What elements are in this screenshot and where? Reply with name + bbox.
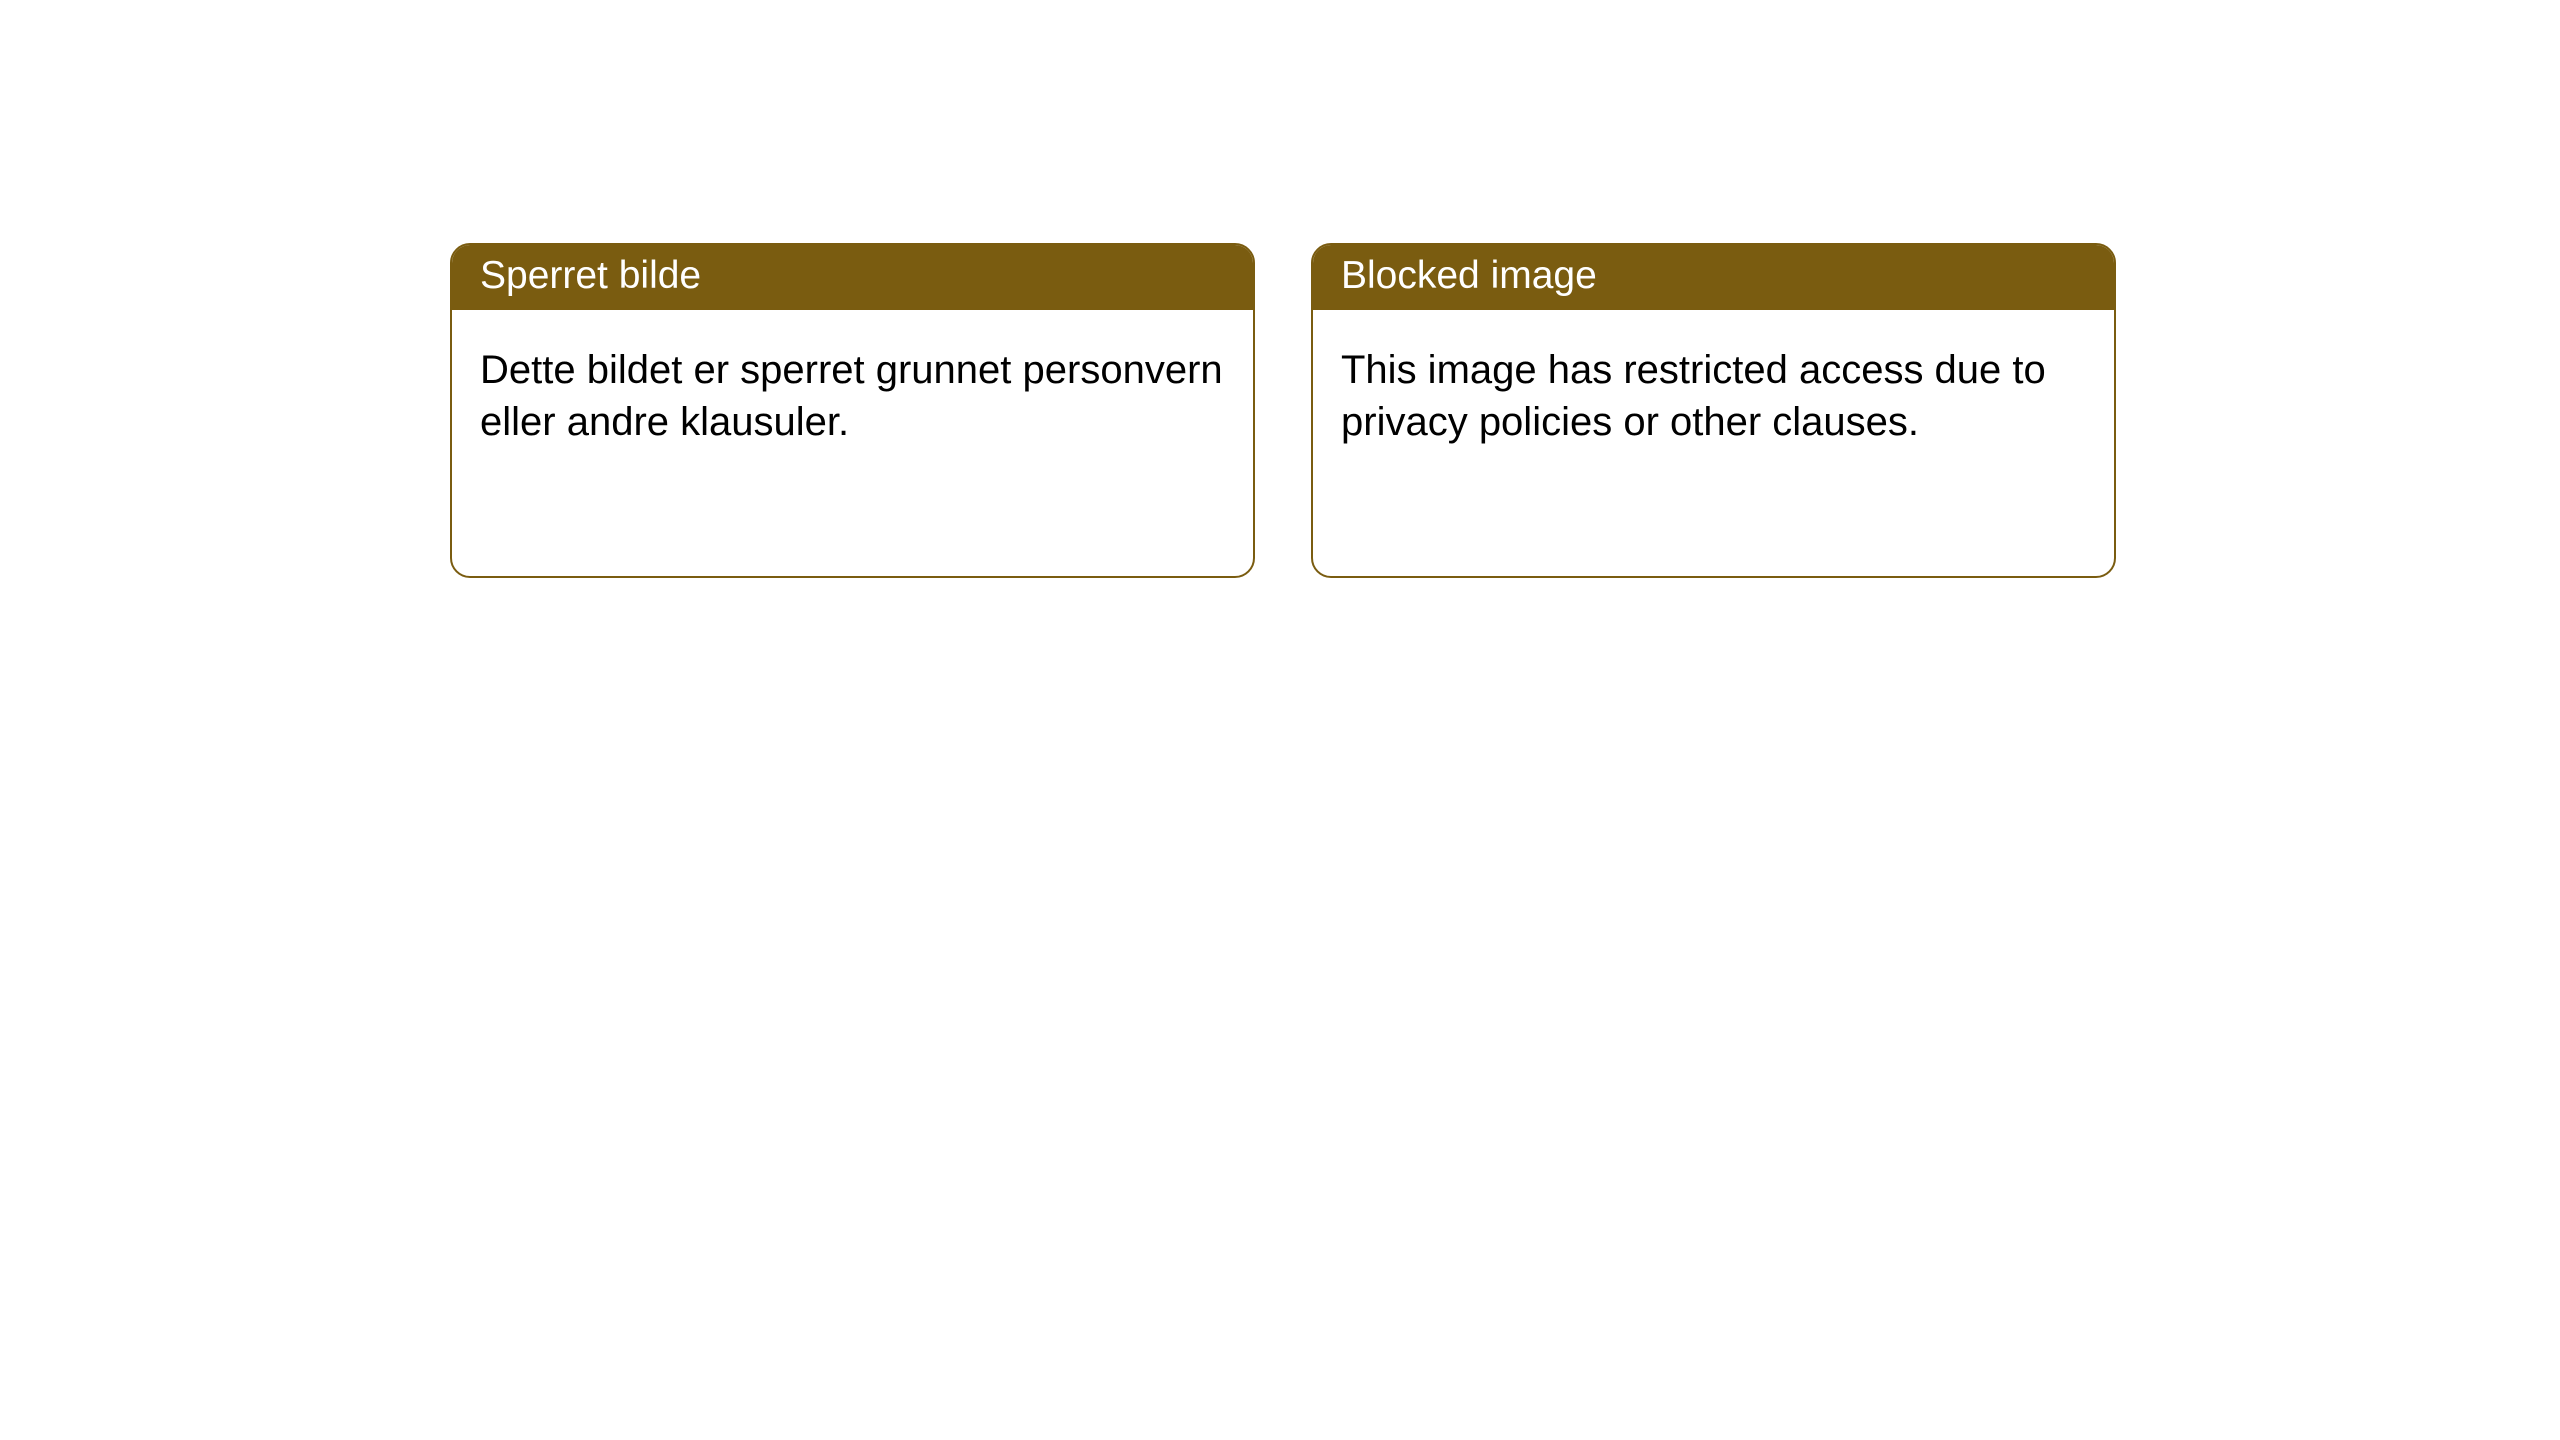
notice-body-english: This image has restricted access due to … (1313, 310, 2114, 476)
notice-card-english: Blocked image This image has restricted … (1311, 243, 2116, 578)
notice-container: Sperret bilde Dette bildet er sperret gr… (0, 0, 2560, 578)
notice-title-english: Blocked image (1313, 245, 2114, 310)
notice-body-norwegian: Dette bildet er sperret grunnet personve… (452, 310, 1253, 476)
notice-title-norwegian: Sperret bilde (452, 245, 1253, 310)
notice-card-norwegian: Sperret bilde Dette bildet er sperret gr… (450, 243, 1255, 578)
